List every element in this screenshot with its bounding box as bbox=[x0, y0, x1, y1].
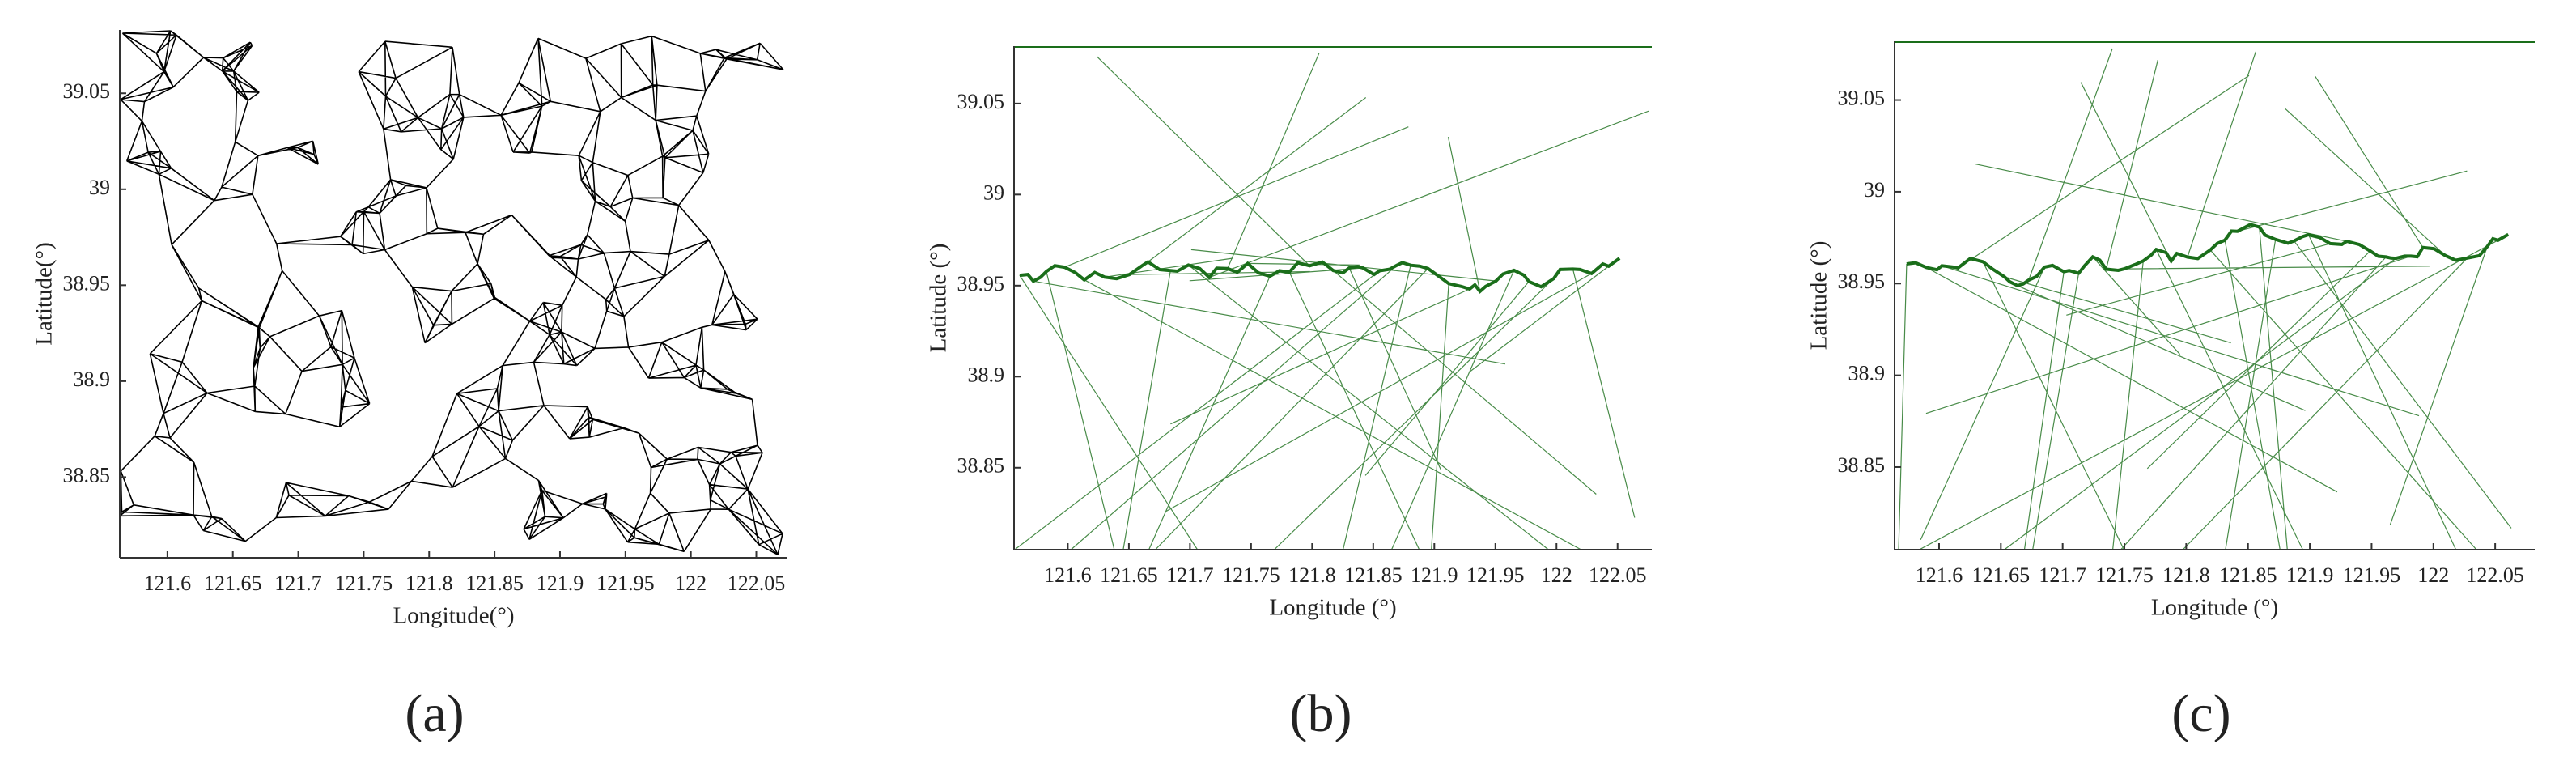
x-tick-label: 121.75 bbox=[1222, 563, 1280, 587]
y-tick-label: 39 bbox=[1864, 178, 1885, 202]
x-tick-label: 121.7 bbox=[2039, 563, 2086, 587]
y-axis-title: Latitude (°) bbox=[1806, 241, 1832, 351]
y-tick-label: 38.9 bbox=[1848, 362, 1886, 385]
panel-label: (b) bbox=[1290, 684, 1352, 743]
x-tick-label: 122 bbox=[1541, 563, 1572, 587]
plot-area bbox=[120, 30, 784, 555]
x-tick-label: 121.95 bbox=[1466, 563, 1525, 587]
panel-label: (c) bbox=[2171, 684, 2230, 743]
y-tick-label: 38.85 bbox=[63, 463, 111, 487]
x-tick-label: 122.05 bbox=[728, 572, 786, 595]
coastline bbox=[1906, 223, 2510, 288]
x-tick-label: 121.6 bbox=[1044, 563, 1092, 587]
x-tick-label: 121.8 bbox=[1288, 563, 1336, 587]
y-tick-label: 39.05 bbox=[957, 90, 1005, 113]
x-tick-label: 121.75 bbox=[335, 572, 393, 595]
y-tick-label: 38.85 bbox=[1838, 453, 1886, 477]
x-tick-label: 121.65 bbox=[1972, 563, 2031, 587]
y-tick-label: 38.9 bbox=[968, 363, 1005, 386]
x-tick-label: 121.8 bbox=[2162, 563, 2210, 587]
plot-area bbox=[1014, 46, 1652, 550]
y-axis-title: Latitude(°) bbox=[32, 242, 57, 346]
x-tick-label: 121.7 bbox=[274, 572, 322, 595]
x-tick-label: 121.85 bbox=[465, 572, 524, 595]
x-tick-label: 121.65 bbox=[1100, 563, 1158, 587]
x-tick-label: 121.8 bbox=[405, 572, 453, 595]
x-tick-label: 121.7 bbox=[1166, 563, 1214, 587]
x-axis-title: Longitude (°) bbox=[2151, 595, 2278, 621]
x-tick-label: 121.95 bbox=[596, 572, 655, 595]
x-tick-label: 121.65 bbox=[204, 572, 262, 595]
x-tick-label: 121.9 bbox=[2286, 563, 2334, 587]
x-tick-label: 121.6 bbox=[1916, 563, 1963, 587]
x-tick-label: 122 bbox=[675, 572, 707, 595]
y-tick-label: 38.95 bbox=[957, 272, 1005, 295]
x-tick-label: 122 bbox=[2417, 563, 2449, 587]
plot-area bbox=[1895, 41, 2535, 550]
x-tick-label: 121.9 bbox=[1411, 563, 1458, 587]
panel-label: (a) bbox=[405, 684, 464, 743]
y-tick-label: 39.05 bbox=[1838, 87, 1886, 110]
x-tick-label: 122.05 bbox=[1589, 563, 1647, 587]
x-tick-label: 121.85 bbox=[1344, 563, 1403, 587]
y-tick-label: 39 bbox=[89, 176, 110, 199]
coastline bbox=[1019, 257, 1621, 294]
y-tick-label: 39.05 bbox=[63, 79, 111, 103]
y-tick-label: 39 bbox=[983, 181, 1004, 204]
x-axis-title: Longitude(°) bbox=[393, 603, 514, 629]
y-tick-label: 38.95 bbox=[63, 271, 111, 295]
x-tick-label: 121.6 bbox=[144, 572, 192, 595]
x-tick-label: 121.75 bbox=[2095, 563, 2154, 587]
voronoi-edges bbox=[1898, 48, 2512, 550]
voronoi-edges bbox=[1014, 52, 1649, 550]
y-axis-title: Latitude (°) bbox=[926, 244, 952, 353]
y-tick-label: 38.9 bbox=[74, 368, 111, 391]
y-tick-label: 38.95 bbox=[1838, 270, 1886, 293]
y-tick-label: 38.85 bbox=[957, 454, 1005, 478]
x-tick-label: 121.95 bbox=[2343, 563, 2401, 587]
x-tick-label: 121.9 bbox=[537, 572, 584, 595]
mesh-edges bbox=[120, 30, 784, 555]
x-tick-label: 121.85 bbox=[2219, 563, 2277, 587]
x-tick-label: 122.05 bbox=[2466, 563, 2524, 587]
x-axis-title: Longitude (°) bbox=[1269, 595, 1396, 621]
